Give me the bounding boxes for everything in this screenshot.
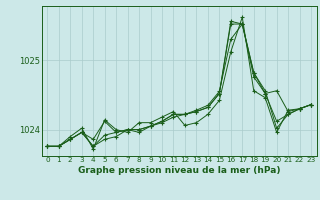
X-axis label: Graphe pression niveau de la mer (hPa): Graphe pression niveau de la mer (hPa)	[78, 166, 280, 175]
